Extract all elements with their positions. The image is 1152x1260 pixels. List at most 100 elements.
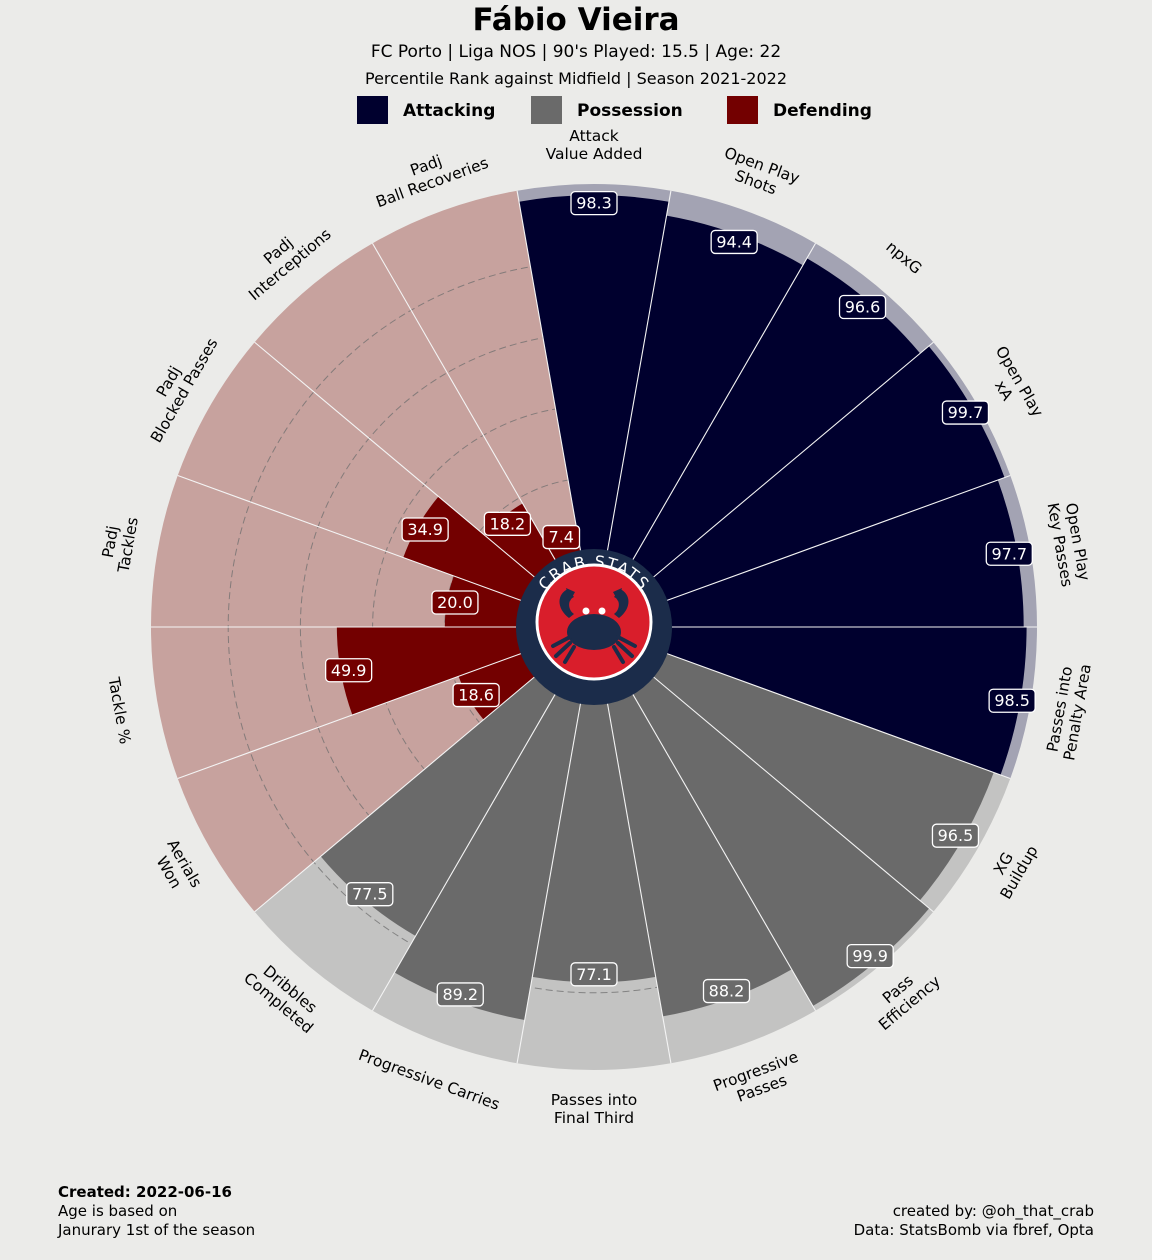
value-label-padj-interceptions: 18.2 bbox=[483, 511, 532, 536]
value-label-open-play-key-passes: 97.7 bbox=[985, 541, 1033, 566]
sector-divider bbox=[666, 652, 1011, 780]
player-name-title: Fábio Vieira bbox=[472, 2, 680, 38]
value-label-padj-ball-recoveries: 7.4 bbox=[542, 524, 581, 550]
value-label-aerials-won: 18.6 bbox=[452, 682, 500, 708]
crab-icon bbox=[551, 588, 637, 664]
bar-passes-into-final-third bbox=[532, 702, 656, 983]
svg-text:18.2: 18.2 bbox=[490, 514, 526, 533]
sector-dividers bbox=[151, 190, 1037, 1064]
legend-swatch-attacking bbox=[357, 96, 388, 124]
value-label-xg-buildup: 96.5 bbox=[931, 823, 980, 848]
footer-left: Created: 2022-06-16 Age is based on Janu… bbox=[58, 1183, 255, 1240]
svg-text:20.0: 20.0 bbox=[437, 593, 473, 612]
sector-divider bbox=[516, 702, 582, 1064]
svg-text:96.5: 96.5 bbox=[938, 826, 974, 845]
value-label-open-play-xa: 99.7 bbox=[941, 400, 990, 425]
legend-label-attacking: Attacking bbox=[403, 101, 496, 121]
sector-divider bbox=[632, 693, 816, 1011]
bar-npxg bbox=[632, 258, 921, 578]
svg-text:98.5: 98.5 bbox=[994, 691, 1030, 710]
category-label-progressive-passes: ProgressivePasses bbox=[711, 1048, 807, 1112]
bar-attack-value-added bbox=[519, 195, 669, 552]
footer-right: created by: @oh_that_crab Data: StatsBom… bbox=[854, 1202, 1094, 1240]
sector-divider bbox=[652, 676, 934, 913]
sector-divider bbox=[606, 702, 672, 1064]
sector-divider bbox=[372, 243, 556, 561]
sector-divider bbox=[254, 676, 536, 913]
sector-divider bbox=[606, 190, 672, 552]
category-label-passes-into-penalty-area: Passes intoPenalty Area bbox=[1042, 659, 1094, 762]
comparison-subtitle: Percentile Rank against Midfield | Seaso… bbox=[365, 69, 787, 88]
svg-text:34.9: 34.9 bbox=[407, 520, 443, 539]
svg-text:77.5: 77.5 bbox=[352, 885, 388, 904]
sector-divider bbox=[632, 243, 816, 561]
value-label-pass-efficiency: 99.9 bbox=[846, 943, 894, 969]
legend-swatch-possession bbox=[531, 96, 562, 124]
created-date: Created: 2022-06-16 bbox=[58, 1183, 232, 1201]
category-label-npxg: npxG bbox=[882, 238, 925, 278]
svg-text:97.7: 97.7 bbox=[991, 544, 1027, 563]
value-label-padj-tackles: 20.0 bbox=[431, 590, 479, 615]
value-label-tackle: 49.9 bbox=[324, 658, 373, 683]
category-label-pass-efficiency: PassEfficiency bbox=[864, 958, 944, 1034]
sector-divider bbox=[666, 474, 1011, 602]
value-label-dribbles-completed: 77.5 bbox=[346, 882, 394, 907]
value-label-npxg: 96.6 bbox=[838, 294, 887, 320]
legend-swatch-defending bbox=[727, 96, 758, 124]
bar-open-play-xa bbox=[652, 346, 1005, 601]
svg-text:89.2: 89.2 bbox=[442, 985, 478, 1004]
value-label-padj-blocked-passes: 34.9 bbox=[401, 517, 449, 542]
data-source-line: Data: StatsBomb via fbref, Opta bbox=[853, 1221, 1094, 1239]
background-sector-padj-interceptions bbox=[254, 243, 556, 578]
bar-progressive-carries bbox=[394, 693, 581, 1020]
value-label-open-play-shots: 94.4 bbox=[710, 229, 758, 255]
value-label-progressive-carries: 89.2 bbox=[436, 982, 484, 1007]
background-sector-padj-ball-recoveries bbox=[372, 190, 581, 561]
bar-dribbles-completed bbox=[320, 676, 556, 936]
sector-divider bbox=[372, 693, 556, 1011]
svg-text:99.9: 99.9 bbox=[852, 947, 888, 966]
sector-divider bbox=[254, 341, 536, 578]
sector-divider bbox=[516, 190, 582, 552]
crab-stats-logo: CRAB STATS bbox=[516, 549, 672, 705]
bar-tackle bbox=[336, 627, 522, 715]
legend-label-possession: Possession bbox=[577, 101, 683, 121]
category-label-xg-buildup: XGBuildup bbox=[981, 834, 1041, 903]
background-sector-aerials-won bbox=[177, 653, 536, 912]
category-label-tackle: Tackle % bbox=[104, 675, 134, 745]
chart-legend: Attacking Possession Defending bbox=[0, 96, 1152, 128]
svg-text:49.9: 49.9 bbox=[331, 661, 367, 680]
value-label-passes-into-final-third: 77.1 bbox=[570, 962, 618, 987]
category-label-padj-ball-recoveries: PadjBall Recoveries bbox=[367, 137, 490, 211]
age-note-line1: Age is based on bbox=[58, 1202, 178, 1220]
credit-line: created by: @oh_that_crab bbox=[892, 1202, 1094, 1220]
value-label-passes-into-penalty-area: 98.5 bbox=[988, 688, 1036, 713]
background-sector-padj-tackles bbox=[151, 475, 522, 627]
category-label-passes-into-final-third: Passes into Final Third bbox=[551, 1091, 638, 1127]
value-labels: 98.3 94.4 96.6 99.7 97.7 98.5 96.5 99.9 88.2 77.1… bbox=[324, 190, 1036, 1007]
bar-passes-into-penalty-area bbox=[666, 627, 1027, 775]
svg-text:18.6: 18.6 bbox=[458, 686, 494, 705]
svg-text:99.7: 99.7 bbox=[948, 403, 984, 422]
bar-pass-efficiency bbox=[632, 676, 930, 1007]
svg-text:96.6: 96.6 bbox=[845, 298, 881, 317]
svg-text:88.2: 88.2 bbox=[709, 982, 745, 1001]
sector-divider bbox=[177, 652, 522, 780]
bar-open-play-shots bbox=[607, 215, 803, 561]
category-label-attack-value-added: Attack Value Added bbox=[546, 127, 643, 163]
svg-text:94.4: 94.4 bbox=[716, 232, 752, 251]
legend-label-defending: Defending bbox=[773, 101, 872, 121]
category-label-padj-tackles: PadjTackles bbox=[97, 513, 142, 575]
value-bars bbox=[320, 195, 1027, 1020]
player-info-subtitle: FC Porto | Liga NOS | 90's Played: 15.5 … bbox=[370, 42, 782, 62]
category-label-open-play-key-passes: Open PlayKey Passes bbox=[1044, 498, 1094, 588]
value-label-attack-value-added: 98.3 bbox=[570, 190, 618, 216]
svg-text:77.1: 77.1 bbox=[576, 965, 612, 984]
age-note-line2: Janurary 1st of the season bbox=[58, 1221, 256, 1239]
svg-text:98.3: 98.3 bbox=[576, 194, 612, 213]
category-label-open-play-shots: Open PlayShots bbox=[716, 144, 802, 205]
bar-progressive-passes bbox=[607, 693, 792, 1017]
svg-text:7.4: 7.4 bbox=[549, 528, 574, 547]
bar-open-play-key-passes bbox=[666, 480, 1024, 627]
